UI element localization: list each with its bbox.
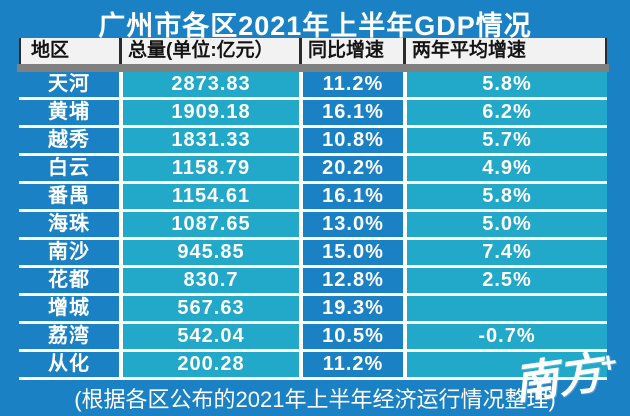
yoy-cell: 16.1% bbox=[299, 100, 403, 125]
two-year-cell: 5.7% bbox=[403, 128, 607, 153]
yoy-cell: 10.5% bbox=[299, 324, 403, 349]
region-cell: 荔湾 bbox=[19, 324, 119, 349]
two-year-cell: 7.4% bbox=[403, 240, 607, 265]
region-cell: 天河 bbox=[19, 72, 119, 97]
region-cell: 花都 bbox=[19, 268, 119, 293]
table-row: 荔湾 542.04 10.5% -0.7% bbox=[19, 324, 607, 352]
two-year-cell bbox=[403, 352, 607, 377]
yoy-cell: 16.1% bbox=[299, 184, 403, 209]
yoy-cell: 11.2% bbox=[299, 72, 403, 97]
two-year-cell: 5.8% bbox=[403, 184, 607, 209]
column-header-two-year-avg-growth: 两年平均增速 bbox=[403, 38, 607, 64]
two-year-cell: -0.7% bbox=[403, 324, 607, 349]
page-title: 广州市各区2021年上半年GDP情况 bbox=[98, 11, 532, 41]
total-cell: 1154.61 bbox=[119, 184, 299, 209]
table-body: 天河 2873.83 11.2% 5.8% 黄埔 1909.18 16.1% 6… bbox=[19, 72, 607, 380]
total-cell: 830.7 bbox=[119, 268, 299, 293]
two-year-cell: 5.0% bbox=[403, 212, 607, 237]
table-row: 番禺 1154.61 16.1% 5.8% bbox=[19, 184, 607, 212]
region-cell: 黄埔 bbox=[19, 100, 119, 125]
total-cell: 1087.65 bbox=[119, 212, 299, 237]
column-header-yoy-growth: 同比增速 bbox=[299, 38, 403, 64]
table-row: 从化 200.28 11.2% bbox=[19, 352, 607, 380]
two-year-cell bbox=[403, 296, 607, 321]
plus-icon: + bbox=[597, 345, 619, 379]
region-cell: 白云 bbox=[19, 156, 119, 181]
table-row: 天河 2873.83 11.2% 5.8% bbox=[19, 72, 607, 100]
yoy-cell: 19.3% bbox=[299, 296, 403, 321]
two-year-cell: 6.2% bbox=[403, 100, 607, 125]
column-header-region: 地区 bbox=[19, 38, 119, 64]
region-cell: 越秀 bbox=[19, 128, 119, 153]
total-cell: 945.85 bbox=[119, 240, 299, 265]
total-cell: 542.04 bbox=[119, 324, 299, 349]
table-row: 南沙 945.85 15.0% 7.4% bbox=[19, 240, 607, 268]
yoy-cell: 20.2% bbox=[299, 156, 403, 181]
total-cell: 1909.18 bbox=[119, 100, 299, 125]
yoy-cell: 13.0% bbox=[299, 212, 403, 237]
table-row: 海珠 1087.65 13.0% 5.0% bbox=[19, 212, 607, 240]
yoy-cell: 12.8% bbox=[299, 268, 403, 293]
yoy-cell: 10.8% bbox=[299, 128, 403, 153]
table-row: 越秀 1831.33 10.8% 5.7% bbox=[19, 128, 607, 156]
gdp-table: 地区 总量(单位:亿元） 同比增速 两年平均增速 天河 2873.83 11.2… bbox=[17, 38, 609, 380]
region-cell: 番禺 bbox=[19, 184, 119, 209]
total-cell: 200.28 bbox=[119, 352, 299, 377]
total-cell: 2873.83 bbox=[119, 72, 299, 97]
region-cell: 增城 bbox=[19, 296, 119, 321]
yoy-cell: 15.0% bbox=[299, 240, 403, 265]
region-cell: 从化 bbox=[19, 352, 119, 377]
footer-note: (根据各区公布的2021年上半年经济运行情况整理) bbox=[74, 387, 556, 412]
total-cell: 567.63 bbox=[119, 296, 299, 321]
header-divider-bar bbox=[17, 64, 609, 72]
table-row: 花都 830.7 12.8% 2.5% bbox=[19, 268, 607, 296]
two-year-cell: 5.8% bbox=[403, 72, 607, 97]
table-row: 增城 567.63 19.3% bbox=[19, 296, 607, 324]
table-row: 黄埔 1909.18 16.1% 6.2% bbox=[19, 100, 607, 128]
table-header-row: 地区 总量(单位:亿元） 同比增速 两年平均增速 bbox=[19, 38, 607, 64]
two-year-cell: 2.5% bbox=[403, 268, 607, 293]
two-year-cell: 4.9% bbox=[403, 156, 607, 181]
column-header-total: 总量(单位:亿元） bbox=[119, 38, 299, 64]
region-cell: 南沙 bbox=[19, 240, 119, 265]
yoy-cell: 11.2% bbox=[299, 352, 403, 377]
region-cell: 海珠 bbox=[19, 212, 119, 237]
total-cell: 1831.33 bbox=[119, 128, 299, 153]
table-row: 白云 1158.79 20.2% 4.9% bbox=[19, 156, 607, 184]
total-cell: 1158.79 bbox=[119, 156, 299, 181]
